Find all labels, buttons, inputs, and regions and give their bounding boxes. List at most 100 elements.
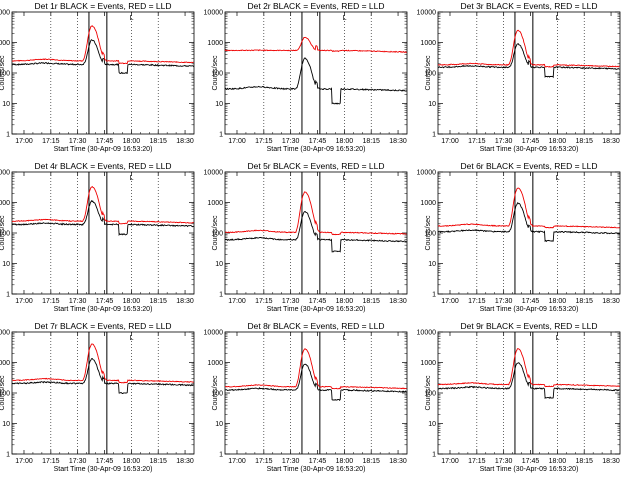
events-series-line [11,39,194,75]
x-tick-label: 17:15 [255,298,273,305]
y-axis-label: Counts/sec [425,375,432,411]
x-tick-label: 18:15 [362,298,380,305]
y-tick-label: 10000 [204,330,224,337]
x-axis-label: Start Time (30-Apr-09 16:53:20) [480,466,579,473]
x-axis-label: Start Time (30-Apr-09 16:53:20) [54,146,153,153]
x-tick-label: 17:45 [522,458,540,465]
x-tick-label: 17:00 [15,138,33,145]
y-tick-label: 100 [211,231,223,238]
y-tick-label: 1000 [420,360,436,367]
panel-title: Det 8r BLACK = Events, RED = LLD [247,321,384,331]
y-tick-label: 1000 [207,360,223,367]
panel-title: Det 4r BLACK = Events, RED = LLD [34,161,171,171]
x-tick-label: 17:00 [228,138,246,145]
x-tick-label: 17:45 [96,458,114,465]
panel-det-5: Det 5r BLACK = Events, RED = LLD L 17:00 17… [204,161,408,313]
plot-frame [224,331,408,455]
panel-title: Det 5r BLACK = Events, RED = LLD [247,161,384,171]
lld-series-line [224,191,407,236]
x-tick-label: 17:30 [282,138,300,145]
panel-title: Det 3r BLACK = Events, RED = LLD [460,1,597,11]
y-tick-label: 100 [211,391,223,398]
lld-series-line [437,187,620,229]
panel-title: Det 6r BLACK = Events, RED = LLD [460,161,597,171]
y-tick-label: 10 [2,421,10,428]
x-tick-label: 17:45 [309,138,327,145]
corner-label: L [130,175,134,182]
x-tick-label: 18:30 [176,458,194,465]
x-tick-label: 18:30 [176,138,194,145]
y-tick-label: 10 [428,101,436,108]
y-tick-label: 1000 [207,200,223,207]
x-tick-label: 18:15 [575,458,593,465]
x-tick-label: 17:45 [96,298,114,305]
y-tick-label: 10000 [417,330,437,337]
x-axis-label: Start Time (30-Apr-09 16:53:20) [267,146,366,153]
y-tick-label: 10 [215,421,223,428]
x-tick-label: 17:30 [69,458,87,465]
lld-series-line [224,348,407,390]
y-tick-label: 10000 [204,170,224,177]
panel-det-4: Det 4r BLACK = Events, RED = LLD L 17:00 17… [0,161,195,313]
x-tick-label: 17:45 [309,458,327,465]
events-series-line [224,363,407,402]
y-tick-label: 1 [6,292,10,299]
x-tick-label: 18:15 [575,138,593,145]
y-tick-label: 1000 [0,40,10,47]
x-tick-label: 17:45 [96,138,114,145]
x-tick-label: 17:00 [441,138,459,145]
x-tick-label: 17:30 [282,298,300,305]
y-tick-label: 1000 [420,200,436,207]
panel-title: Det 7r BLACK = Events, RED = LLD [34,321,171,331]
x-tick-label: 17:15 [468,138,486,145]
y-tick-label: 10000 [0,10,10,17]
x-axis-label: Start Time (30-Apr-09 16:53:20) [267,466,366,473]
events-series-line [437,362,620,400]
corner-label: L [130,15,134,22]
plot-frame [224,11,408,135]
y-tick-label: 1 [219,132,223,139]
y-axis-label: Counts/sec [0,215,6,251]
y-axis-label: Counts/sec [212,215,219,251]
y-tick-label: 10000 [204,10,224,17]
y-tick-label: 1 [6,452,10,459]
x-tick-label: 17:00 [15,298,33,305]
events-series-line [224,57,407,105]
y-tick-label: 1 [6,132,10,139]
panel-det-8: Det 8r BLACK = Events, RED = LLD L 17:00 17… [204,321,408,473]
x-axis-label: Start Time (30-Apr-09 16:53:20) [267,306,366,313]
events-series-line [225,210,407,253]
y-axis-label: Counts/sec [0,375,6,411]
x-tick-label: 18:15 [149,298,167,305]
panel-title: Det 9r BLACK = Events, RED = LLD [460,321,597,331]
events-series-line [12,200,194,237]
y-tick-label: 100 [0,391,10,398]
x-axis-label: Start Time (30-Apr-09 16:53:20) [480,146,579,153]
y-tick-label: 10000 [0,330,10,337]
y-tick-label: 1000 [0,200,10,207]
x-tick-label: 17:15 [42,458,60,465]
x-tick-label: 17:00 [228,298,246,305]
corner-label: L [343,15,347,22]
y-axis-label: Counts/sec [0,55,6,91]
y-axis-label: Counts/sec [212,375,219,411]
x-tick-label: 18:30 [389,298,407,305]
x-tick-label: 17:15 [42,138,60,145]
x-tick-label: 18:00 [549,458,567,465]
lld-series-line [438,29,620,68]
x-tick-label: 18:15 [362,138,380,145]
x-tick-label: 17:45 [522,298,540,305]
x-tick-label: 18:00 [123,458,141,465]
y-tick-label: 10000 [417,10,437,17]
y-tick-label: 1 [432,292,436,299]
corner-label: L [343,335,347,342]
x-axis-label: Start Time (30-Apr-09 16:53:20) [54,466,153,473]
corner-label: L [556,335,560,342]
plot-frame [437,11,621,135]
events-series-line [437,42,620,79]
y-tick-label: 100 [0,71,10,78]
corner-label: L [343,175,347,182]
x-tick-label: 18:00 [549,138,567,145]
events-series-line [11,357,194,394]
